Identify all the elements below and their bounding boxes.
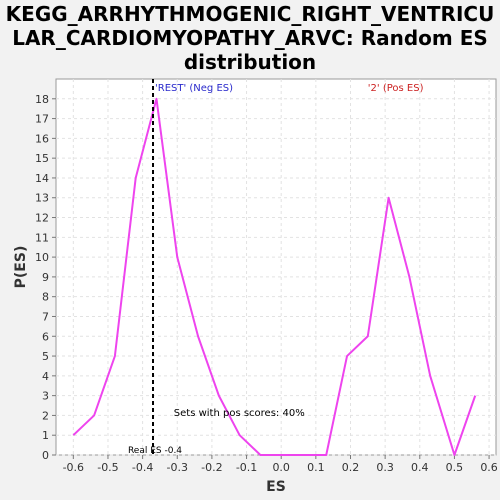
y-tick-label: 8 (42, 291, 49, 304)
y-tick-label: 4 (42, 370, 49, 383)
chart-title-line-1: KEGG_ARRHYTHMOGENIC_RIGHT_VENTRICU (5, 2, 495, 26)
x-tick-label: 0.4 (411, 461, 429, 474)
y-tick-label: 11 (35, 231, 49, 244)
x-axis-label: ES (266, 479, 286, 495)
y-tick-label: 6 (42, 330, 49, 343)
x-tick-label: 0.2 (342, 461, 360, 474)
y-tick-label: 14 (35, 172, 49, 185)
x-tick-label: -0.1 (236, 461, 257, 474)
x-tick-label: -0.3 (167, 461, 188, 474)
x-tick-label: 0.6 (480, 461, 498, 474)
x-tick-label: 0.5 (446, 461, 464, 474)
y-tick-label: 5 (42, 350, 49, 363)
pos-es-label: '2' (Pos ES) (368, 83, 424, 94)
y-tick-label: 10 (35, 251, 49, 264)
y-axis-label: P(ES) (13, 246, 29, 289)
y-tick-label: 17 (35, 113, 49, 126)
grid-lines (56, 79, 496, 456)
y-tick-label: 2 (42, 409, 49, 422)
real-es-label: Real ES -0.4 (128, 446, 182, 456)
y-tick-label: 18 (35, 93, 49, 106)
x-tick-label: 0.3 (376, 461, 394, 474)
y-tick-label: 0 (42, 449, 49, 462)
neg-es-label: 'REST' (Neg ES) (155, 83, 233, 94)
x-tick-label: -0.6 (63, 461, 84, 474)
x-tick-label: -0.2 (201, 461, 222, 474)
y-tick-label: 7 (42, 310, 49, 323)
chart-title-line-2: LAR_CARDIOMYOPATHY_ARVC: Random ES (12, 26, 488, 50)
pos-scores-text: Sets with pos scores: 40% (174, 408, 305, 419)
x-tick-label: 0.1 (307, 461, 325, 474)
x-tick-label: -0.4 (132, 461, 153, 474)
y-tick-label: 9 (42, 271, 49, 284)
x-axis: -0.6 -0.5 -0.4 -0.3 -0.2 -0.1 0.0 0.1 0.2 0.3 0.4 0… (63, 455, 498, 474)
series-line (72, 97, 477, 456)
y-tick-label: 1 (42, 429, 49, 442)
x-tick-label: -0.5 (97, 461, 118, 474)
chart-title-line-3: distribution (183, 50, 317, 74)
y-tick-label: 16 (35, 132, 49, 145)
y-tick-label: 12 (35, 212, 49, 225)
y-tick-label: 3 (42, 390, 49, 403)
x-tick-label: 0.0 (272, 461, 290, 474)
y-tick-label: 13 (35, 192, 49, 205)
y-tick-label: 15 (35, 152, 49, 165)
plot-area (55, 78, 497, 456)
